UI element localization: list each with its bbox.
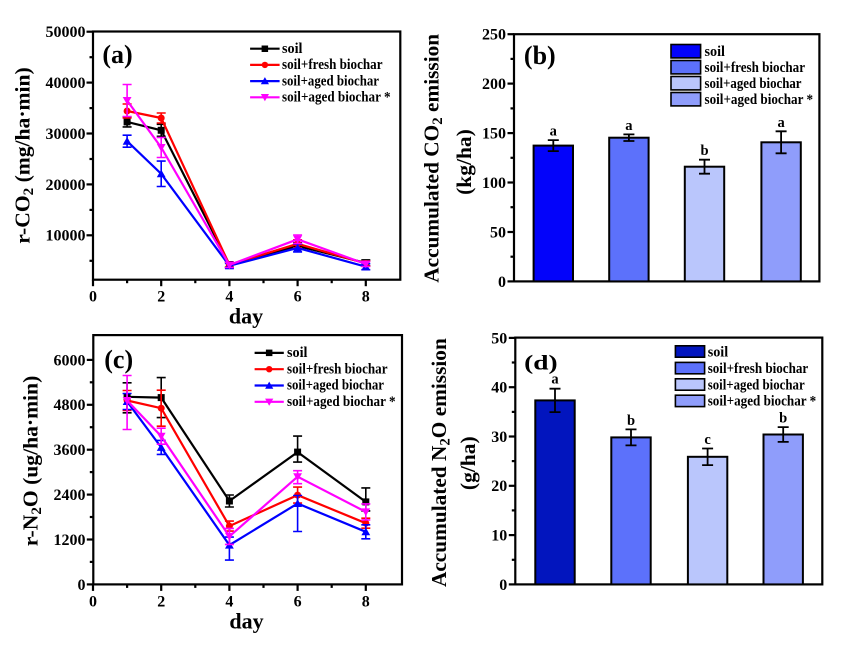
- svg-text:10: 10: [491, 528, 507, 545]
- svg-text:50: 50: [491, 330, 507, 347]
- svg-text:soil+fresh biochar: soil+fresh biochar: [705, 60, 806, 76]
- svg-text:soil: soil: [705, 44, 726, 60]
- svg-text:a: a: [551, 371, 559, 387]
- svg-text:soil+aged biochar: soil+aged biochar: [705, 76, 802, 92]
- svg-text:day: day: [229, 304, 263, 329]
- svg-text:2400: 2400: [54, 487, 86, 504]
- svg-text:20: 20: [491, 478, 507, 495]
- svg-text:8: 8: [362, 594, 370, 611]
- svg-text:soil+aged biochar *: soil+aged biochar *: [708, 394, 817, 410]
- svg-text:0: 0: [499, 577, 507, 594]
- svg-text:50000: 50000: [46, 24, 86, 41]
- svg-text:(d): (d): [524, 350, 558, 374]
- svg-text:r-N2​O (ug/ha·min): r-N2​O (ug/ha·min): [19, 376, 46, 547]
- svg-text:soil: soil: [708, 344, 729, 360]
- svg-text:c: c: [704, 432, 711, 448]
- svg-text:4800: 4800: [54, 397, 86, 414]
- svg-text:(b): (b): [524, 41, 556, 70]
- svg-text:soil+aged biochar *: soil+aged biochar *: [705, 92, 814, 108]
- svg-text:b: b: [700, 143, 708, 159]
- svg-text:250: 250: [482, 27, 506, 44]
- svg-text:(c): (c): [104, 345, 133, 374]
- svg-text:30: 30: [491, 429, 507, 446]
- svg-text:Accumulated N2​O emission: Accumulated N2​O emission: [427, 338, 454, 587]
- svg-text:b: b: [627, 413, 635, 429]
- svg-text:b: b: [779, 411, 787, 427]
- svg-text:(a): (a): [102, 40, 132, 69]
- svg-text:soil+aged biochar: soil+aged biochar: [282, 73, 379, 89]
- svg-text:1200: 1200: [54, 532, 86, 549]
- svg-text:100: 100: [482, 175, 506, 192]
- svg-text:(kg/ha): (kg/ha): [452, 129, 476, 195]
- svg-text:soil: soil: [287, 345, 308, 361]
- svg-text:a: a: [625, 118, 633, 134]
- svg-text:20000: 20000: [46, 177, 86, 194]
- svg-text:4: 4: [225, 594, 233, 611]
- svg-text:2: 2: [157, 594, 165, 611]
- svg-text:10000: 10000: [46, 228, 86, 245]
- svg-text:200: 200: [482, 76, 506, 93]
- svg-text:r-CO2​ (mg/ha·min): r-CO2​ (mg/ha·min): [11, 67, 38, 244]
- svg-text:day: day: [229, 609, 263, 634]
- svg-text:a: a: [550, 124, 558, 140]
- svg-text:40: 40: [491, 380, 507, 397]
- svg-text:6: 6: [294, 289, 302, 306]
- svg-text:(g/ha): (g/ha): [456, 436, 480, 490]
- svg-text:soil+aged biochar: soil+aged biochar: [708, 377, 805, 393]
- svg-text:soil+fresh biochar: soil+fresh biochar: [287, 361, 388, 377]
- svg-text:8: 8: [362, 289, 370, 306]
- svg-text:40000: 40000: [46, 75, 86, 92]
- svg-text:150: 150: [482, 126, 506, 143]
- svg-text:soil+fresh biochar: soil+fresh biochar: [708, 361, 809, 377]
- svg-text:soil+aged biochar *: soil+aged biochar *: [287, 394, 396, 410]
- svg-text:2: 2: [157, 289, 165, 306]
- svg-text:soil+fresh biochar: soil+fresh biochar: [282, 57, 383, 73]
- svg-text:soil+aged biochar *: soil+aged biochar *: [282, 90, 391, 106]
- svg-text:3600: 3600: [54, 442, 86, 459]
- svg-text:a: a: [777, 115, 785, 131]
- svg-text:50: 50: [490, 224, 506, 241]
- svg-text:6000: 6000: [54, 352, 86, 369]
- svg-text:Accumulated CO2​ emission: Accumulated CO2​ emission: [420, 34, 447, 283]
- svg-text:0: 0: [78, 577, 86, 594]
- svg-text:0: 0: [89, 289, 97, 306]
- svg-text:0: 0: [89, 594, 97, 611]
- svg-text:6: 6: [294, 594, 302, 611]
- svg-text:0: 0: [498, 274, 506, 291]
- svg-text:4: 4: [225, 289, 233, 306]
- svg-text:soil+aged biochar: soil+aged biochar: [287, 378, 384, 394]
- svg-text:soil: soil: [282, 41, 303, 57]
- svg-text:30000: 30000: [46, 126, 86, 143]
